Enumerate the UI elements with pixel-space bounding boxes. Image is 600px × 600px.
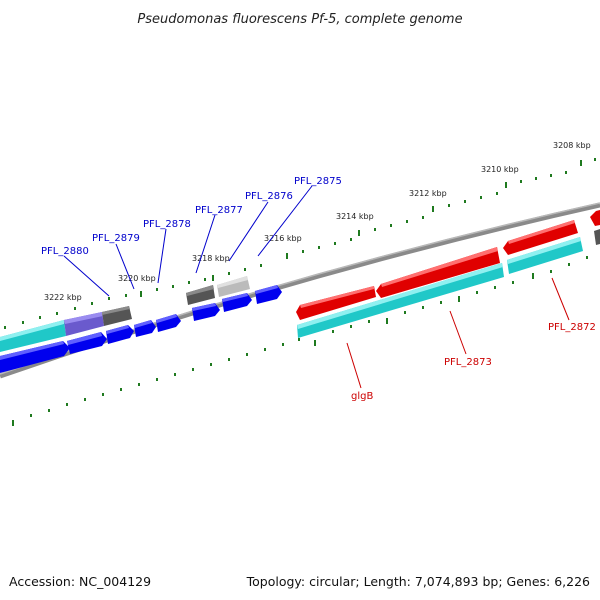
cds-arrow <box>222 293 248 302</box>
rna-feature <box>186 285 214 296</box>
gene-label-pfl-2872: PFL_2872 <box>548 322 596 333</box>
scale-label: 3210 kbp <box>481 165 519 174</box>
gene-bar <box>0 320 64 341</box>
cds-arrow <box>300 286 374 308</box>
scale-label: 3222 kbp <box>44 293 82 302</box>
cds-arrow <box>255 285 278 294</box>
scale-label: 3212 kbp <box>409 189 447 198</box>
gene-bar <box>297 263 503 329</box>
reverse-gene-bars <box>0 276 250 352</box>
cds-arrow <box>296 286 376 320</box>
forward-cds-features <box>296 210 600 320</box>
cds-arrow <box>508 220 575 244</box>
scale-labels: 3208 kbp 3210 kbp 3212 kbp 3214 kbp 3216… <box>44 141 591 302</box>
scale-label: 3216 kbp <box>264 234 302 243</box>
cds-arrow <box>67 332 102 345</box>
gene-bar <box>0 320 66 352</box>
gene-label-pfl-2880: PFL_2880 <box>41 246 89 257</box>
inner-ruler-ticks <box>12 256 588 426</box>
cds-arrow <box>67 332 107 354</box>
gene-label-pfl-2876: PFL_2876 <box>245 191 293 202</box>
gene-label-pfl-2875: PFL_2875 <box>294 176 342 187</box>
gene-label-pfl-2873: PFL_2873 <box>444 357 492 368</box>
rna-feature <box>217 276 248 288</box>
outer-ruler-ticks <box>4 158 596 329</box>
gene-bar <box>594 229 600 245</box>
gene-bar <box>507 237 581 264</box>
genome-backbone <box>0 202 600 379</box>
red-gene-labels: PFL_2872 PFL_2873 glgB <box>351 322 596 402</box>
misc-feature <box>64 312 103 324</box>
scale-label: 3208 kbp <box>553 141 591 150</box>
cds-arrow <box>0 341 64 360</box>
scale-label: 3220 kbp <box>118 274 156 283</box>
red-leader-lines <box>346 277 570 389</box>
scale-label: 3218 kbp <box>192 254 230 263</box>
cds-arrow <box>106 325 129 334</box>
scale-label: 3214 kbp <box>336 212 374 221</box>
gene-label-pfl-2877: PFL_2877 <box>195 205 243 216</box>
map-title: Pseudomonas fluorescens Pf-5, complete g… <box>137 12 462 27</box>
topology-label: Topology: circular; Length: 7,074,893 bp… <box>246 574 590 589</box>
gene-label-pfl-2879: PFL_2879 <box>92 233 140 244</box>
gene-label-glgb: glgB <box>351 391 373 402</box>
cds-arrow <box>156 314 177 323</box>
cds-arrow <box>590 210 600 226</box>
gene-label-pfl-2878: PFL_2878 <box>143 219 191 230</box>
reverse-cds-features <box>0 285 282 373</box>
blue-leader-lines <box>63 185 313 297</box>
accession-label: Accession: NC_004129 <box>9 574 151 589</box>
cds-arrow <box>381 247 498 287</box>
forward-gene-bars <box>297 229 600 338</box>
rna-feature <box>102 306 130 315</box>
cds-arrow <box>0 341 70 373</box>
cds-arrow <box>503 220 578 255</box>
blue-gene-labels: PFL_2875 PFL_2876 PFL_2877 PFL_2878 PFL_… <box>41 176 342 257</box>
cds-arrow <box>192 303 216 311</box>
cds-arrow <box>134 320 152 328</box>
